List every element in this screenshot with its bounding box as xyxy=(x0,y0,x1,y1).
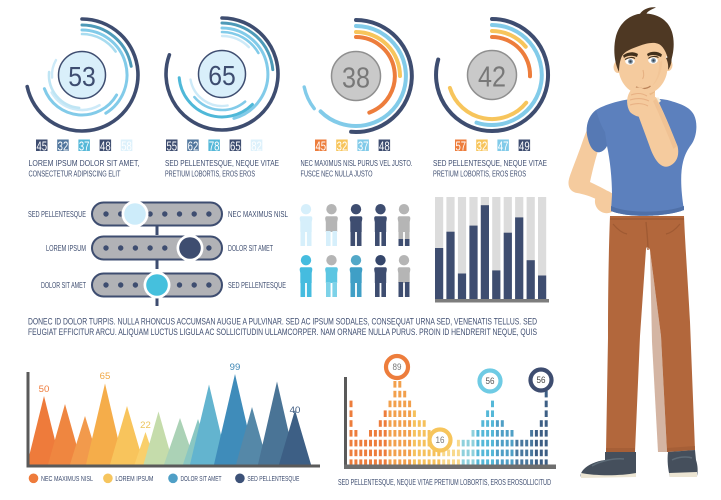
svg-text:CONSECTETUR ADIPISCING ELIT: CONSECTETUR ADIPISCING ELIT xyxy=(29,170,121,179)
svg-text:50: 50 xyxy=(39,384,50,395)
svg-text:PRETIUM LOBORTIS, EROS EROS: PRETIUM LOBORTIS, EROS EROS xyxy=(165,170,255,179)
svg-text:37: 37 xyxy=(358,138,369,153)
svg-text:38: 38 xyxy=(342,62,370,94)
svg-text:45: 45 xyxy=(315,138,326,153)
svg-text:65: 65 xyxy=(208,60,236,91)
svg-text:89: 89 xyxy=(393,362,402,373)
svg-text:56: 56 xyxy=(486,376,495,387)
svg-text:DOLOR SIT AMET: DOLOR SIT AMET xyxy=(41,281,86,290)
svg-text:57: 57 xyxy=(455,138,466,153)
svg-text:58: 58 xyxy=(121,138,132,153)
svg-text:32: 32 xyxy=(58,138,69,153)
svg-text:SED PELLENTESQUE, NEQUE VIT: SED PELLENTESQUE, NEQUE VITAE xyxy=(165,159,279,168)
svg-text:47: 47 xyxy=(498,138,509,153)
svg-text:SED PELLENTESQUE: SED PELLENTESQUE xyxy=(28,210,86,219)
svg-text:32: 32 xyxy=(337,138,348,153)
svg-text:32: 32 xyxy=(477,138,488,153)
svg-text:LOREM IPSUM: LOREM IPSUM xyxy=(46,244,86,253)
svg-text:48: 48 xyxy=(379,138,390,153)
svg-text:SED PELLENTESQUE: SED PELLENTESQUE xyxy=(228,281,286,290)
svg-text:45: 45 xyxy=(36,138,47,153)
svg-text:LOREM IPSUM: LOREM IPSUM xyxy=(115,474,153,483)
svg-text:42: 42 xyxy=(478,61,506,93)
svg-text:56: 56 xyxy=(537,375,546,386)
svg-text:78: 78 xyxy=(209,138,220,153)
svg-text:55: 55 xyxy=(166,138,177,153)
svg-text:DOLOR SIT AMET: DOLOR SIT AMET xyxy=(181,474,222,483)
svg-text:SED PELLENTESQUE, NEQUE VITAE: SED PELLENTESQUE, NEQUE VITAE PRETIUM LO… xyxy=(338,478,551,487)
svg-text:65: 65 xyxy=(230,138,241,153)
svg-text:53: 53 xyxy=(68,61,96,92)
svg-text:SED PELLENTESQUE, NEQUE VIT: SED PELLENTESQUE, NEQUE VITAE xyxy=(433,159,547,168)
svg-text:22: 22 xyxy=(140,420,151,431)
svg-text:48: 48 xyxy=(100,138,111,153)
svg-text:16: 16 xyxy=(436,435,445,446)
svg-text:FEUGIAT EFFICITUR ARCU. ALIQUA: FEUGIAT EFFICITUR ARCU. ALIQUAM LUCTUS L… xyxy=(28,327,537,337)
svg-text:62: 62 xyxy=(188,138,199,153)
svg-text:LOREM IPSUM DOLOR SIT AMET: LOREM IPSUM DOLOR SIT AMET, xyxy=(29,159,140,168)
svg-text:37: 37 xyxy=(79,138,90,153)
svg-text:99: 99 xyxy=(230,362,241,373)
svg-text:FUSCE NEC NULLA JUSTO: FUSCE NEC NULLA JUSTO xyxy=(301,170,373,179)
svg-text:65: 65 xyxy=(100,371,111,382)
svg-text:DOLOR SIT AMET: DOLOR SIT AMET xyxy=(228,244,273,253)
svg-text:PRETIUM LOBORTIS, EROS EROS: PRETIUM LOBORTIS, EROS EROS xyxy=(433,170,526,179)
svg-text:49: 49 xyxy=(519,138,530,153)
svg-text:DONEC ID DOLOR TURPIS. NULLA R: DONEC ID DOLOR TURPIS. NULLA RHONCUS ACC… xyxy=(28,316,537,326)
svg-text:NEC MAXIMUS NISL: NEC MAXIMUS NISL xyxy=(41,474,93,483)
svg-text:SED PELLENTESQUE: SED PELLENTESQUE xyxy=(247,474,299,483)
svg-text:NEC MAXIMUS NISL PURUS VEL JUS: NEC MAXIMUS NISL PURUS VEL JUSTO. xyxy=(301,159,413,168)
svg-text:82: 82 xyxy=(251,138,262,153)
svg-text:NEC MAXIMUS NISL: NEC MAXIMUS NISL xyxy=(228,210,288,219)
svg-text:40: 40 xyxy=(290,405,301,416)
